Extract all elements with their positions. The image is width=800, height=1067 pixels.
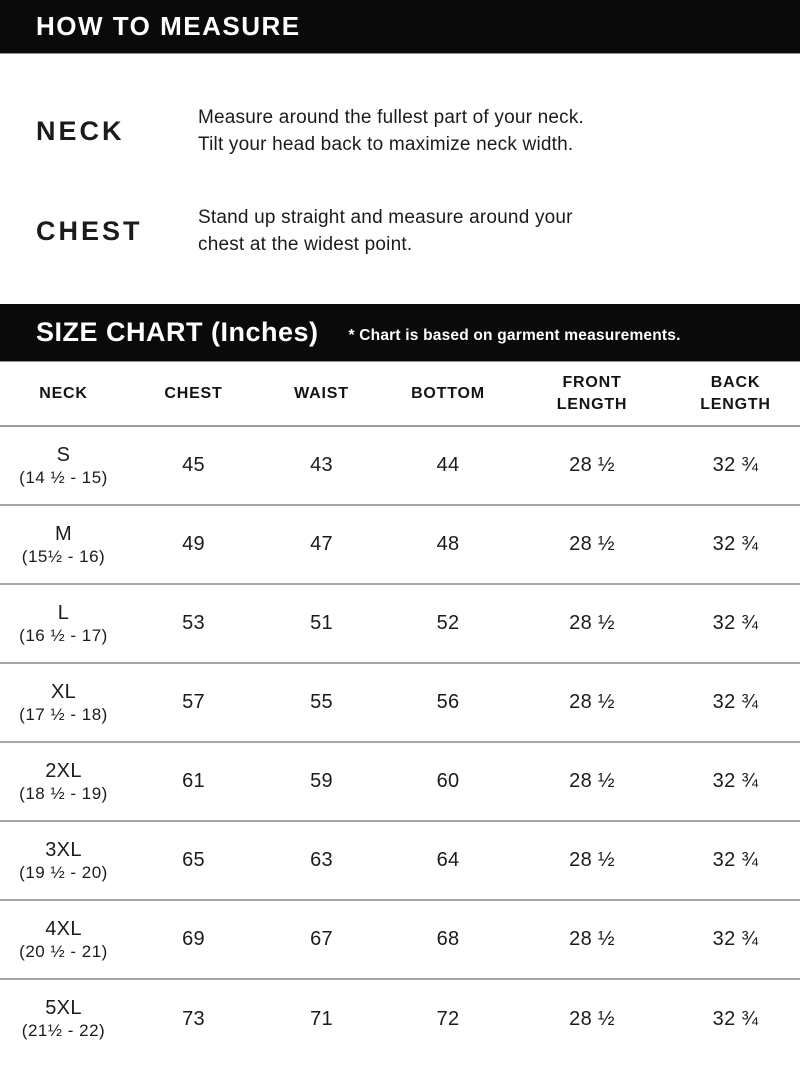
size-label: M	[55, 522, 72, 545]
neck-label: NECK	[36, 115, 125, 146]
chest-value: 49	[127, 505, 260, 585]
waist-value: 59	[260, 742, 383, 822]
size-chart-table: NECK CHEST WAIST BOTTOM FRONT LENGTH BAC…	[0, 362, 800, 1058]
size-label: L	[57, 601, 70, 624]
bottom-value: 64	[383, 821, 513, 901]
chest-value: 69	[127, 900, 260, 980]
bottom-value: 52	[383, 584, 513, 664]
back-length-value: 32 ¾	[671, 584, 800, 664]
table-row-3xl: 3XL (19 ½ - 20) 65 63 64 28 ½ 32 ¾	[0, 821, 800, 901]
front-length-value: 28 ½	[513, 663, 671, 743]
size-label: S	[56, 443, 71, 466]
size-chart-header: SIZE CHART (Inches) * Chart is based on …	[0, 304, 800, 362]
size-cell: 3XL (19 ½ - 20)	[0, 821, 127, 901]
front-length-value: 28 ½	[513, 742, 671, 822]
size-cell: M (15½ - 16)	[0, 505, 127, 585]
size-chart-title: SIZE CHART (Inches)	[36, 317, 319, 347]
chest-value: 61	[127, 742, 260, 822]
neck-description: Measure around the fullest part of your …	[198, 107, 585, 155]
back-length-value: 32 ¾	[671, 426, 800, 506]
neck-range: (21½ - 22)	[21, 1021, 106, 1040]
bottom-value: 44	[383, 426, 513, 506]
size-label: XL	[50, 680, 77, 703]
back-length-value: 32 ¾	[671, 742, 800, 822]
waist-value: 43	[260, 426, 383, 506]
bottom-value: 60	[383, 742, 513, 822]
how-to-measure-title: HOW TO MEASURE	[36, 11, 301, 41]
back-length-value: 32 ¾	[671, 900, 800, 980]
waist-value: 71	[310, 1007, 333, 1030]
front-length-value: 28 ½	[569, 1007, 615, 1030]
bottom-value: 68	[383, 900, 513, 980]
col-header-bottom: BOTTOM	[383, 362, 513, 427]
neck-range: (15½ - 16)	[21, 546, 106, 566]
front-length-value: 28 ½	[513, 426, 671, 506]
back-length-value: 32 ¾	[671, 663, 800, 743]
neck-range: (16 ½ - 17)	[19, 625, 108, 645]
neck-range: (20 ½ - 21)	[19, 941, 108, 961]
size-cell: 2XL (18 ½ - 19)	[0, 742, 127, 822]
bottom-value: 72	[436, 1007, 460, 1030]
waist-value: 47	[260, 505, 383, 585]
waist-value: 51	[260, 584, 383, 664]
neck-range: (18 ½ - 19)	[19, 783, 108, 803]
chest-label: CHEST	[36, 215, 143, 246]
chest-value: 57	[127, 663, 260, 743]
back-length-value: 32 ¾	[671, 821, 800, 901]
front-length-value: 28 ½	[513, 505, 671, 585]
table-row-2xl: 2XL (18 ½ - 19) 61 59 60 28 ½ 32 ¾	[0, 742, 800, 822]
size-chart-note: * Chart is based on garment measurements…	[348, 326, 681, 344]
size-label: 3XL	[45, 838, 82, 861]
how-to-measure-header: HOW TO MEASURE	[0, 0, 800, 54]
chest-value: 45	[127, 426, 260, 506]
measure-row-neck: NECK Measure around the fullest part of …	[36, 104, 764, 158]
col-header-waist: WAIST	[260, 362, 383, 427]
neck-range: (17 ½ - 18)	[19, 704, 108, 724]
size-label: 2XL	[45, 759, 82, 782]
col-header-back-length: BACK LENGTH	[671, 362, 800, 427]
size-cell: XL (17 ½ - 18)	[0, 663, 127, 743]
measure-instructions-section: NECK Measure around the fullest part of …	[0, 54, 800, 258]
table-row-s: S (14 ½ - 15) 45 43 44 28 ½ 32 ¾	[0, 426, 800, 506]
back-length-value: 32 ¾	[671, 505, 800, 585]
bottom-value: 48	[383, 505, 513, 585]
table-row-5xl: 5XL (21½ - 22) 73 71 72 28 ½ 32 ¾	[0, 979, 800, 1058]
table-header-row: NECK CHEST WAIST BOTTOM FRONT LENGTH BAC…	[0, 362, 800, 427]
front-length-value: 28 ½	[513, 821, 671, 901]
table-row-4xl: 4XL (20 ½ - 21) 69 67 68 28 ½ 32 ¾	[0, 900, 800, 980]
col-header-front-length: FRONT LENGTH	[513, 362, 671, 427]
size-label: 5XL	[45, 997, 82, 1019]
measure-row-chest: CHEST Stand up straight and measure arou…	[36, 204, 764, 258]
size-cell: S (14 ½ - 15)	[0, 426, 127, 506]
table-row-m: M (15½ - 16) 49 47 48 28 ½ 32 ¾	[0, 505, 800, 585]
size-cell: 4XL (20 ½ - 21)	[0, 900, 127, 980]
size-cell: 5XL (21½ - 22)	[0, 979, 127, 1058]
col-header-neck: NECK	[0, 362, 127, 427]
waist-value: 63	[260, 821, 383, 901]
chest-value: 53	[127, 584, 260, 664]
back-length-value: 32 ¾	[712, 1007, 759, 1030]
chest-value: 73	[182, 1007, 205, 1030]
waist-value: 55	[260, 663, 383, 743]
table-row-l: L (16 ½ - 17) 53 51 52 28 ½ 32 ¾	[0, 584, 800, 664]
bottom-value: 56	[383, 663, 513, 743]
size-cell: L (16 ½ - 17)	[0, 584, 127, 664]
table-row-xl: XL (17 ½ - 18) 57 55 56 28 ½ 32 ¾	[0, 663, 800, 743]
neck-range: (19 ½ - 20)	[19, 862, 108, 882]
front-length-value: 28 ½	[513, 900, 671, 980]
front-length-value: 28 ½	[513, 584, 671, 664]
neck-range: (14 ½ - 15)	[19, 467, 108, 487]
chest-value: 65	[127, 821, 260, 901]
chest-description: Stand up straight and measure around you…	[198, 207, 573, 255]
size-label: 4XL	[45, 917, 82, 940]
waist-value: 67	[260, 900, 383, 980]
col-header-chest: CHEST	[127, 362, 260, 427]
